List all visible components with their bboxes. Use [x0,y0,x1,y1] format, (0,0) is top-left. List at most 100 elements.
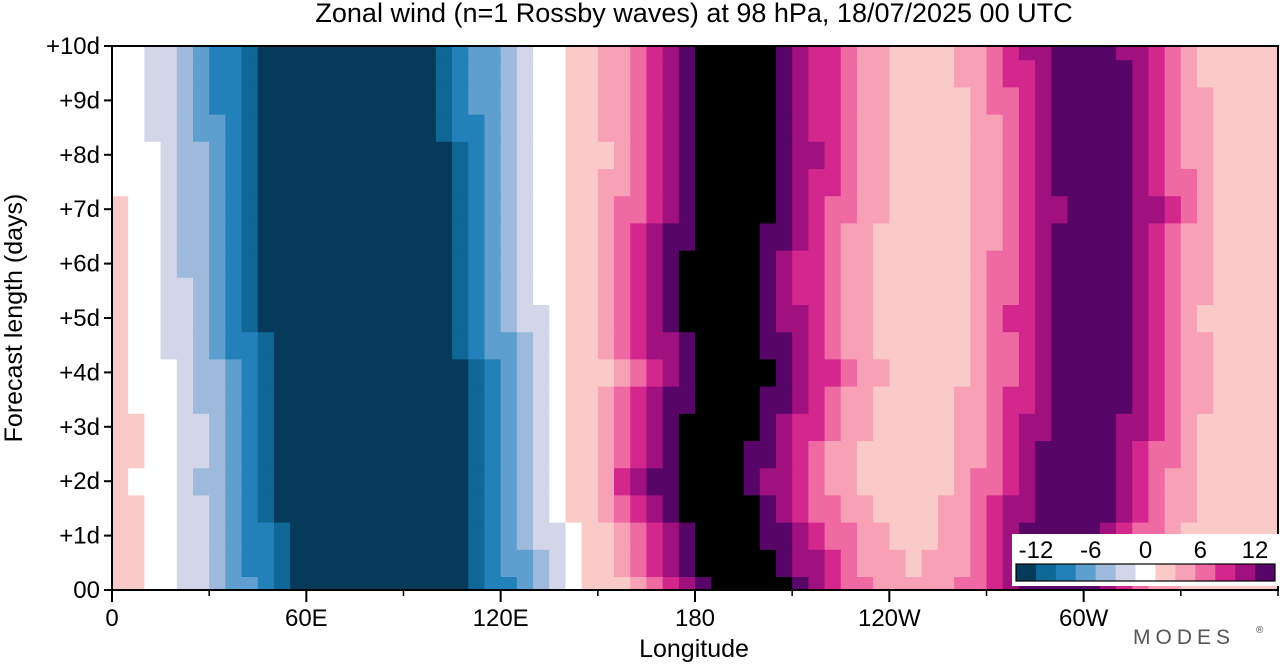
heatmap-cell [1116,494,1133,523]
heatmap-cell [516,576,534,591]
heatmap-cell [144,114,162,142]
heatmap-cell [775,331,793,360]
heatmap-cell [452,86,469,115]
heatmap-cell [824,386,842,414]
heatmap-cell [533,413,550,441]
heatmap-cell [840,168,858,197]
heatmap-cell [759,195,777,224]
heatmap-cell [646,277,664,305]
heatmap-cell [1018,358,1036,387]
heatmap-cell [306,86,324,115]
heatmap-cell [695,467,712,496]
heatmap-cell [241,222,259,251]
heatmap-cell [727,86,745,115]
heatmap-cell [452,522,469,550]
heatmap-cell [435,277,453,305]
heatmap-cell [500,549,518,577]
heatmap-cell [225,195,243,224]
heatmap-cell [937,331,955,360]
heatmap-cell [160,46,178,61]
heatmap-cell [954,576,971,591]
heatmap-cell [581,358,599,387]
heatmap-cell [112,59,129,88]
heatmap-cell [1051,195,1069,224]
heatmap-cell [581,277,599,305]
heatmap-cell [1229,413,1247,441]
heatmap-cell [840,331,858,360]
heatmap-cell [176,331,194,360]
heatmap-cell [792,222,809,251]
heatmap-cell [743,168,761,197]
heatmap-cell [873,114,890,142]
heatmap-cell [597,195,615,224]
heatmap-cell [516,331,534,360]
heatmap-cell [306,331,324,360]
heatmap-cell [1180,141,1198,169]
heatmap-cell [257,494,275,523]
heatmap-cell [856,195,874,224]
heatmap-cell [1245,141,1263,169]
heatmap-cell [209,331,226,360]
heatmap-cell [905,467,923,496]
heatmap-cell [727,549,745,577]
heatmap-cell [419,522,437,550]
heatmap-cell [743,86,761,115]
heatmap-cell [516,59,534,88]
heatmap-cell [338,222,356,251]
heatmap-cell [1018,304,1036,333]
heatmap-cell [614,413,631,441]
heatmap-cell [1180,386,1198,414]
x-tick-label: 60E [285,605,328,632]
heatmap-cell [1067,114,1085,142]
heatmap-cell [435,141,453,169]
heatmap-cell [176,549,194,577]
heatmap-cell [225,386,243,414]
heatmap-cell [1002,467,1020,496]
heatmap-cell [484,522,502,550]
heatmap-cell [727,522,745,550]
heatmap-cell [1229,250,1247,278]
heatmap-cell [1132,114,1150,142]
heatmap-cell [711,277,728,305]
heatmap-cell [1229,358,1247,387]
heatmap-cell [1213,358,1231,387]
heatmap-cell [1067,59,1085,88]
heatmap-cell [484,440,502,469]
heatmap-cell [1099,86,1117,115]
heatmap-cell [1035,440,1052,469]
heatmap-cell [1035,304,1052,333]
heatmap-cell [533,168,550,197]
heatmap-cell [1067,277,1085,305]
heatmap-cell [225,277,243,305]
heatmap-cell [1213,86,1231,115]
heatmap-cell [1148,46,1166,61]
heatmap-cell [937,304,955,333]
heatmap-cell [452,141,469,169]
heatmap-cell [970,522,988,550]
heatmap-cell [549,467,567,496]
heatmap-cell [614,467,631,496]
heatmap-cell [937,522,955,550]
heatmap-cell [678,86,696,115]
heatmap-cell [452,331,469,360]
heatmap-cell [986,549,1004,577]
heatmap-cell [533,222,550,251]
heatmap-cell [419,304,437,333]
heatmap-cell [387,413,405,441]
heatmap-cell [273,168,291,197]
heatmap-cell [743,195,761,224]
heatmap-cell [775,46,793,61]
heatmap-cell [1197,59,1214,88]
heatmap-cell [435,440,453,469]
heatmap-cell [937,386,955,414]
heatmap-cell [630,46,648,61]
heatmap-cell [889,195,907,224]
heatmap-cell [1213,222,1231,251]
heatmap-cell [1148,358,1166,387]
heatmap-cell [792,386,809,414]
heatmap-cell [1116,358,1133,387]
heatmap-cell [290,250,307,278]
heatmap-cell [484,168,502,197]
heatmap-cell [1083,250,1101,278]
heatmap-cell [160,114,178,142]
